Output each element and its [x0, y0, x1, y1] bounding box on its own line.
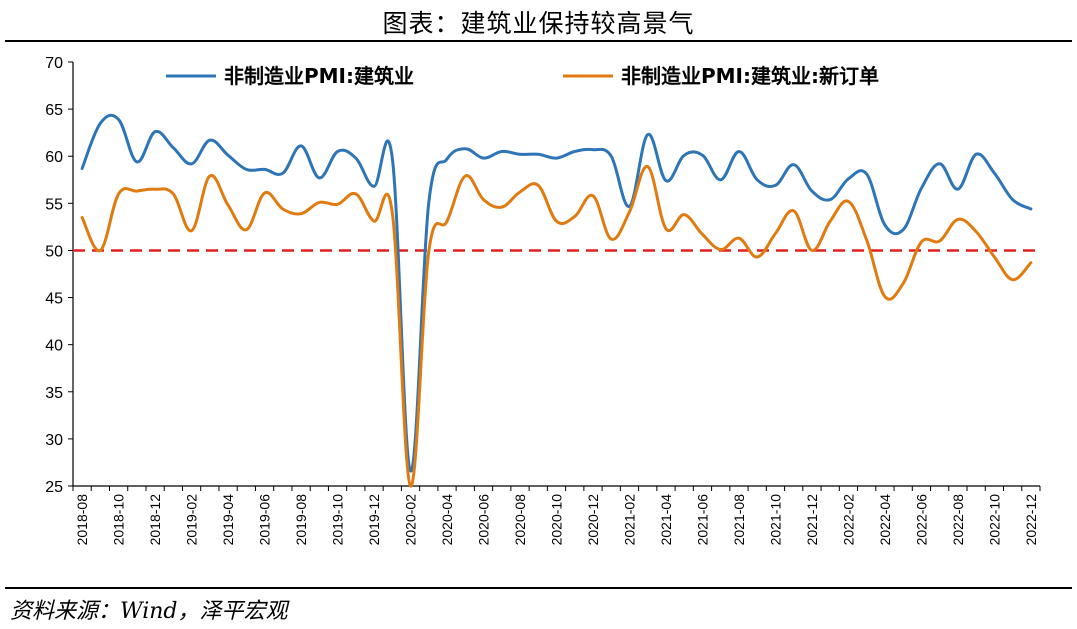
series-line-2	[80, 165, 1033, 488]
chart-title: 图表：建筑业保持较高景气	[382, 9, 695, 38]
y-tick-label: 70	[45, 55, 63, 72]
x-tick-label: 2020-08	[512, 494, 528, 546]
x-tick-label: 2021-06	[694, 494, 710, 546]
y-tick-label: 35	[45, 385, 63, 402]
y-tick-label: 60	[45, 149, 63, 166]
y-tick-label: 30	[45, 432, 63, 449]
y-tick-label: 25	[45, 479, 63, 496]
x-tick-label: 2020-06	[476, 494, 492, 546]
x-tick-label: 2022-08	[950, 494, 966, 546]
x-tick-label: 2019-12	[366, 494, 382, 546]
x-tick-label: 2018-12	[147, 494, 163, 546]
x-tick-label: 2018-10	[111, 494, 127, 546]
x-tick-label: 2022-04	[877, 494, 893, 546]
y-tick-label: 40	[45, 338, 63, 355]
x-tick-label: 2019-02	[184, 494, 200, 546]
y-tick-label: 55	[45, 196, 63, 213]
y-tick-label: 45	[45, 291, 63, 308]
series-lines	[80, 113, 1033, 488]
x-tick-label: 2021-04	[658, 494, 674, 546]
x-tick-label: 2022-02	[840, 494, 856, 546]
y-axis: 70 65 60 55 50 45 40 35 30 25	[45, 55, 74, 496]
x-tick-label: 2019-08	[293, 494, 309, 546]
x-tick-label: 2020-02	[403, 494, 419, 546]
x-tick-label: 2021-02	[621, 494, 637, 546]
x-tick-label: 2018-08	[74, 494, 90, 546]
source-note: 资料来源：Wind，泽平宏观	[10, 599, 288, 624]
x-axis: 2018-08 2018-10 2018-12 2019-02 2019-04 2019-…	[72, 485, 1041, 546]
x-tick-label: 2021-10	[767, 494, 783, 546]
x-tick-label: 2019-04	[220, 494, 236, 546]
legend-label-1: 非制造业PMI:建筑业	[224, 64, 414, 88]
legend: 非制造业PMI:建筑业 非制造业PMI:建筑业:新订单	[166, 64, 879, 88]
x-tick-label: 2019-06	[257, 494, 273, 546]
x-tick-label: 2022-10	[986, 494, 1002, 546]
x-tick-label: 2020-04	[439, 494, 455, 546]
series-line-1	[80, 113, 1033, 473]
x-tick-label: 2019-10	[330, 494, 346, 546]
y-tick-label: 65	[45, 102, 63, 119]
x-tick-label: 2020-12	[585, 494, 601, 546]
top-rule	[5, 40, 1072, 42]
y-tick-label: 50	[45, 243, 63, 260]
bottom-rule	[5, 587, 1072, 589]
x-tick-label: 2022-06	[913, 494, 929, 546]
legend-label-2: 非制造业PMI:建筑业:新订单	[621, 64, 879, 88]
x-tick-label: 2020-10	[549, 494, 565, 546]
x-tick-label: 2021-12	[804, 494, 820, 546]
x-tick-label: 2021-08	[731, 494, 747, 546]
x-tick-label: 2022-12	[1023, 494, 1039, 546]
